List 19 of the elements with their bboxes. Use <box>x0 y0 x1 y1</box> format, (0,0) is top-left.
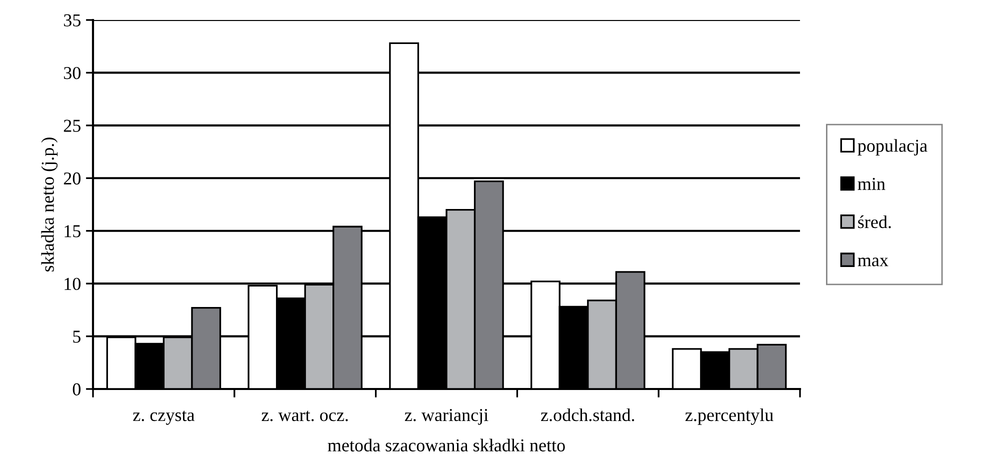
x-tick-label: z. wariancji <box>404 409 488 425</box>
legend-label: max <box>858 258 888 266</box>
x-tick-label: z. czysta <box>133 410 195 425</box>
x-tick-label: z.odch.stand. <box>541 408 634 422</box>
x-axis-title: metoda szacowania składki netto <box>328 438 565 452</box>
x-tick-label: z. wart. ocz. <box>262 410 348 422</box>
y-tick-label: 15 <box>64 225 80 238</box>
x-tick-label: z.percentylu <box>685 408 774 425</box>
y-tick-label: 30 <box>64 66 81 80</box>
legend-label: populacja <box>858 139 928 156</box>
legend-label: śred. <box>858 215 891 228</box>
y-tick-label: 0 <box>72 383 81 396</box>
y-axis-title: składka netto (j.p.) <box>41 138 58 272</box>
y-tick-label: 20 <box>64 172 81 185</box>
y-tick-label: 10 <box>64 278 81 290</box>
y-tick-label: 5 <box>73 330 80 343</box>
y-tick-label: 35 <box>64 14 80 26</box>
legend-label: min <box>858 178 886 190</box>
y-tick-label: 25 <box>64 120 80 132</box>
